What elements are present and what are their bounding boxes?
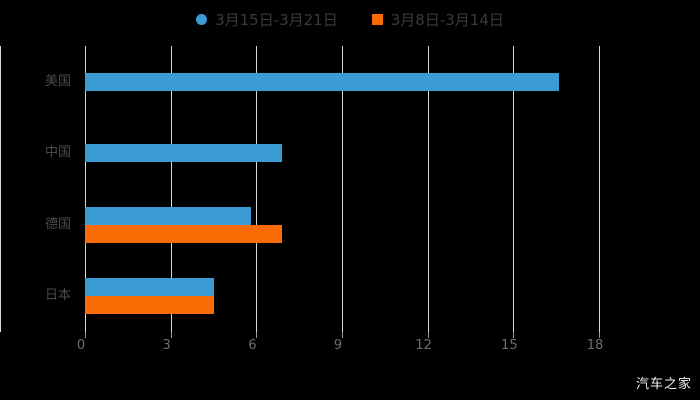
x-axis-tick xyxy=(513,332,515,338)
y-axis-label-日本: 日本 xyxy=(44,288,71,304)
gridline xyxy=(599,46,600,332)
legend-item-series-2[interactable]: 3月8日-3月14日 xyxy=(371,9,504,30)
x-axis-tick-label-6: 6 xyxy=(248,338,257,353)
bar-美国-series-1[interactable] xyxy=(85,72,560,91)
legend-item-series-1[interactable]: 3月15日-3月21日 xyxy=(196,9,338,30)
x-axis-tick-label-15: 15 xyxy=(501,338,518,353)
x-axis-tick xyxy=(256,332,258,338)
gridline xyxy=(256,46,258,332)
x-axis-tick-label-3: 3 xyxy=(162,338,171,353)
x-axis: 0 3 6 9 12 15 18 xyxy=(77,332,603,362)
x-axis-tick xyxy=(342,332,343,338)
legend-circle-icon xyxy=(196,13,208,25)
x-axis-tick xyxy=(170,332,172,338)
gridline xyxy=(342,46,343,332)
chart-legend: 3月15日-3月21日 3月8日-3月14日 xyxy=(0,6,700,32)
plot-area xyxy=(85,46,600,332)
bar-德国-series-1[interactable] xyxy=(85,206,251,225)
x-axis-tick xyxy=(427,332,429,338)
bar-中国-series-1[interactable] xyxy=(85,144,283,163)
watermark: 汽车之家 xyxy=(635,377,692,392)
x-axis-tick xyxy=(599,332,600,338)
gridline xyxy=(513,46,515,332)
y-axis-labels: 美国 中国 德国 日本 xyxy=(0,46,85,332)
x-axis-tick-label-0: 0 xyxy=(76,338,86,353)
y-axis-line xyxy=(0,46,1,332)
x-axis-tick-label-18: 18 xyxy=(586,338,604,353)
y-axis-label-德国: 德国 xyxy=(44,216,71,232)
gridline xyxy=(427,46,429,332)
x-axis-tick-label-12: 12 xyxy=(415,338,432,353)
gridline xyxy=(170,46,172,332)
x-axis-tick-label-9: 9 xyxy=(333,338,343,353)
legend-square-icon xyxy=(371,13,383,25)
bar-德国-series-2[interactable] xyxy=(85,224,283,243)
y-axis-label-中国: 中国 xyxy=(44,145,71,161)
y-axis-label-美国: 美国 xyxy=(44,73,71,89)
gridline xyxy=(85,46,86,332)
legend-label-series-1: 3月15日-3月21日 xyxy=(215,10,338,29)
bar-日本-series-2[interactable] xyxy=(85,296,214,315)
legend-label-series-2: 3月8日-3月14日 xyxy=(390,10,504,29)
x-axis-tick xyxy=(85,332,86,338)
bar-日本-series-1[interactable] xyxy=(85,278,214,297)
